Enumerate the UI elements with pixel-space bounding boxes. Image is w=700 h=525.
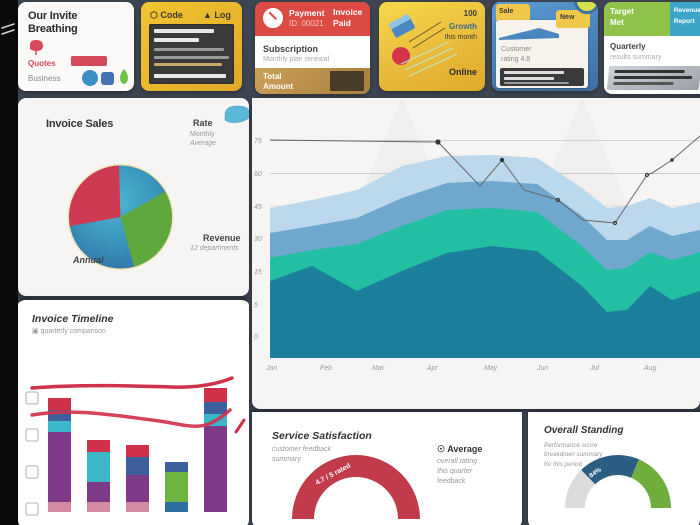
svg-text:Feb: Feb: [320, 365, 332, 372]
svg-text:30: 30: [254, 236, 262, 243]
svg-text:Jul: Jul: [589, 365, 599, 372]
svg-text:75: 75: [254, 138, 262, 145]
svg-text:5: 5: [254, 302, 258, 309]
svg-text:Mar: Mar: [372, 365, 385, 372]
svg-text:Aug: Aug: [643, 365, 657, 372]
svg-text:45: 45: [254, 204, 262, 211]
svg-text:Jun: Jun: [536, 365, 548, 372]
svg-text:Apr: Apr: [426, 365, 439, 372]
svg-text:May: May: [484, 365, 498, 372]
svg-text:60: 60: [254, 171, 262, 178]
svg-text:Jan: Jan: [265, 365, 277, 372]
svg-text:15: 15: [254, 269, 262, 276]
svg-text:0: 0: [254, 334, 258, 341]
